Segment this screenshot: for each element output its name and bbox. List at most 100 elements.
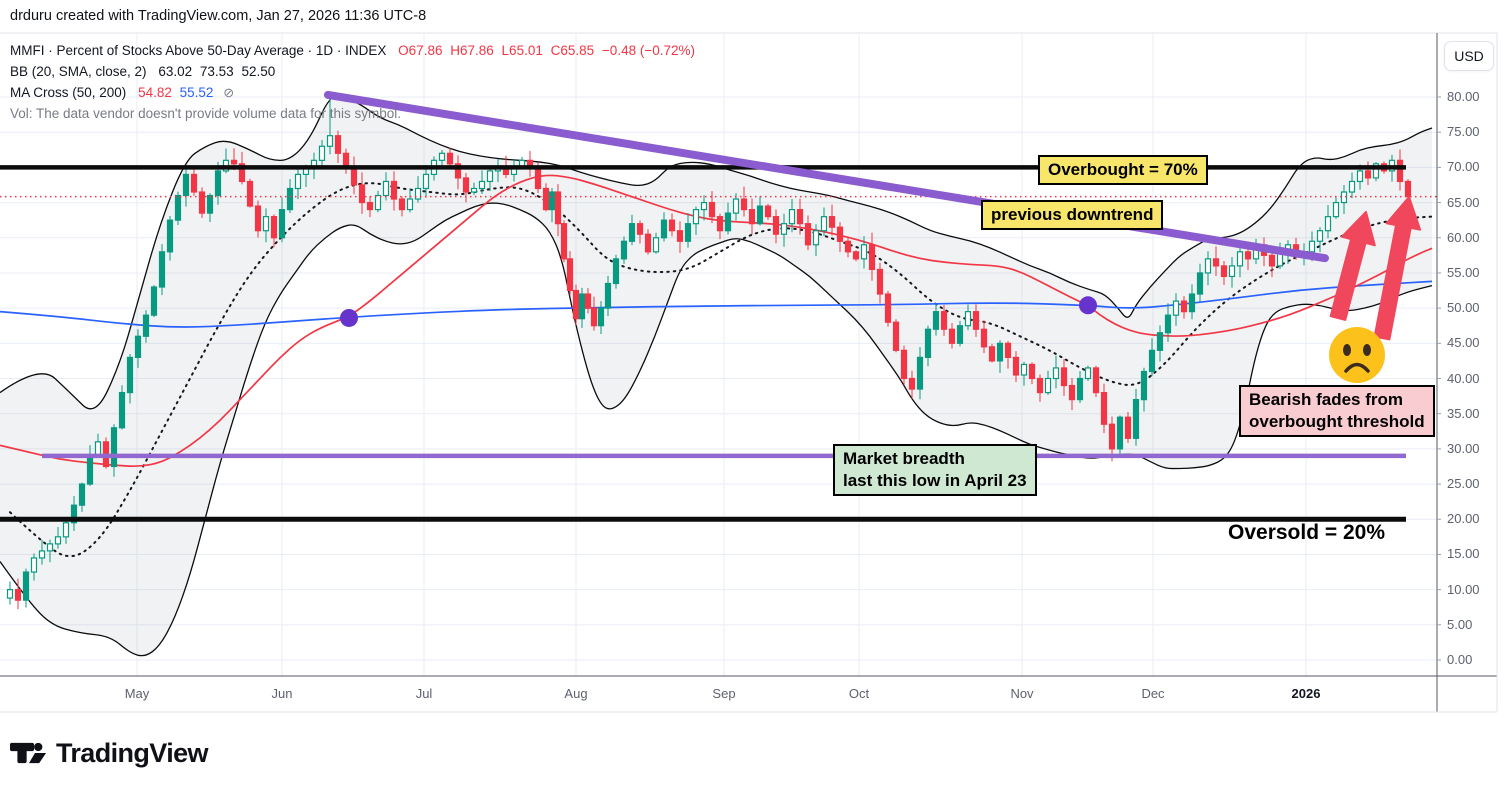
- candle: [1212, 246, 1220, 276]
- candle: [174, 191, 182, 225]
- tradingview-footer[interactable]: TradingView: [10, 736, 209, 770]
- candle: [6, 581, 14, 605]
- candle: [478, 170, 486, 195]
- volume-note: Vol: The data vendor doesn't provide vol…: [10, 106, 402, 121]
- annotation-previous-downtrend[interactable]: previous downtrend: [981, 200, 1164, 230]
- legend-volume-row: Vol: The data vendor doesn't provide vol…: [10, 103, 695, 124]
- candle: [166, 215, 174, 261]
- price-axis-label: 70.00: [1447, 159, 1480, 175]
- candle: [1044, 370, 1052, 396]
- price-axis-label: 55.00: [1447, 264, 1480, 280]
- candle: [1244, 246, 1252, 271]
- candle: [844, 238, 852, 258]
- candle: [1324, 205, 1332, 239]
- candle: [1364, 161, 1372, 186]
- annotation-overbought[interactable]: Overbought = 70%: [1038, 155, 1208, 185]
- candle: [22, 568, 30, 608]
- candle: [1284, 240, 1292, 265]
- time-axis-label: Sep: [712, 686, 736, 701]
- candle: [548, 188, 556, 223]
- macross-indicator-label: MA Cross (50, 200): [10, 85, 127, 100]
- bb-basis-dotted-line: [9, 182, 1433, 558]
- candle: [972, 304, 980, 337]
- candle: [956, 320, 964, 347]
- candle: [554, 184, 562, 237]
- annotation-bearish-fades-line1: Bearish fades from: [1249, 390, 1403, 409]
- candle: [812, 224, 820, 257]
- symbol-description: MMFI · Percent of Stocks Above 50-Day Av…: [10, 43, 387, 58]
- candle: [916, 347, 924, 400]
- annotation-oversold[interactable]: Oversold = 20%: [1228, 521, 1385, 545]
- candle: [438, 150, 446, 170]
- candle: [1116, 415, 1124, 455]
- candle: [1108, 416, 1116, 462]
- candle: [932, 304, 940, 336]
- ma200-line: [0, 280, 1433, 328]
- frowning-face-emoji[interactable]: [1329, 327, 1385, 383]
- candle: [948, 323, 956, 349]
- candle: [884, 291, 892, 327]
- candle: [764, 203, 772, 220]
- candle: [692, 206, 700, 235]
- price-axis-label: 15.00: [1447, 546, 1480, 562]
- price-axis-label: 65.00: [1447, 194, 1480, 210]
- bollinger-bands: [0, 95, 1433, 657]
- candle: [1300, 243, 1308, 266]
- annotation-bearish-fades[interactable]: Bearish fades from overbought threshold: [1239, 385, 1435, 437]
- hidden-eye-icon[interactable]: ⊘: [223, 85, 235, 100]
- currency-unit-button[interactable]: USD: [1444, 41, 1494, 71]
- candle: [110, 424, 118, 477]
- candle: [1084, 365, 1092, 381]
- annotation-market-breadth[interactable]: Market breadth last this low in April 23: [833, 444, 1037, 496]
- candle: [924, 325, 932, 367]
- candle: [1316, 227, 1324, 253]
- candle: [294, 167, 302, 200]
- candle: [604, 275, 612, 317]
- candle: [1276, 242, 1284, 270]
- ohlc-close: C65.85: [550, 43, 595, 58]
- candle: [150, 285, 158, 318]
- ohlc-high: H67.86: [450, 43, 494, 58]
- candle: [1180, 296, 1188, 319]
- candle: [534, 162, 542, 193]
- candle: [118, 385, 126, 430]
- candle: [988, 343, 996, 363]
- candle: [980, 320, 988, 354]
- candle: [1156, 325, 1164, 362]
- candle: [892, 319, 900, 353]
- candle: [246, 178, 254, 208]
- time-axis-label: Nov: [1010, 686, 1034, 701]
- candle: [652, 232, 660, 254]
- candle: [628, 214, 636, 246]
- time-axis-label: Jul: [415, 686, 433, 701]
- candle: [756, 196, 764, 226]
- candle: [1100, 383, 1108, 434]
- candle: [46, 539, 54, 563]
- candle: [1028, 362, 1036, 385]
- candle: [1076, 371, 1084, 404]
- candle: [1396, 149, 1404, 191]
- candle: [1036, 374, 1044, 402]
- candle: [1052, 355, 1060, 389]
- candle: [302, 164, 310, 188]
- candle: [86, 445, 94, 487]
- candle: [334, 130, 342, 163]
- candle: [374, 190, 382, 213]
- candle: [1140, 367, 1148, 412]
- candle: [1236, 246, 1244, 278]
- candle: [222, 148, 230, 174]
- candle: [342, 148, 350, 174]
- candle: [572, 284, 580, 325]
- candle: [566, 251, 574, 296]
- candle: [684, 213, 692, 248]
- tradingview-logo-icon: [10, 742, 47, 764]
- candle: [1020, 361, 1028, 386]
- candle: [820, 207, 828, 237]
- ma-cross-marker: [340, 308, 358, 327]
- bb-upper-value: 73.53: [199, 64, 234, 79]
- candle: [230, 148, 238, 171]
- candle: [660, 212, 668, 242]
- candle: [518, 156, 526, 170]
- candle: [597, 301, 605, 335]
- candle: [54, 527, 62, 549]
